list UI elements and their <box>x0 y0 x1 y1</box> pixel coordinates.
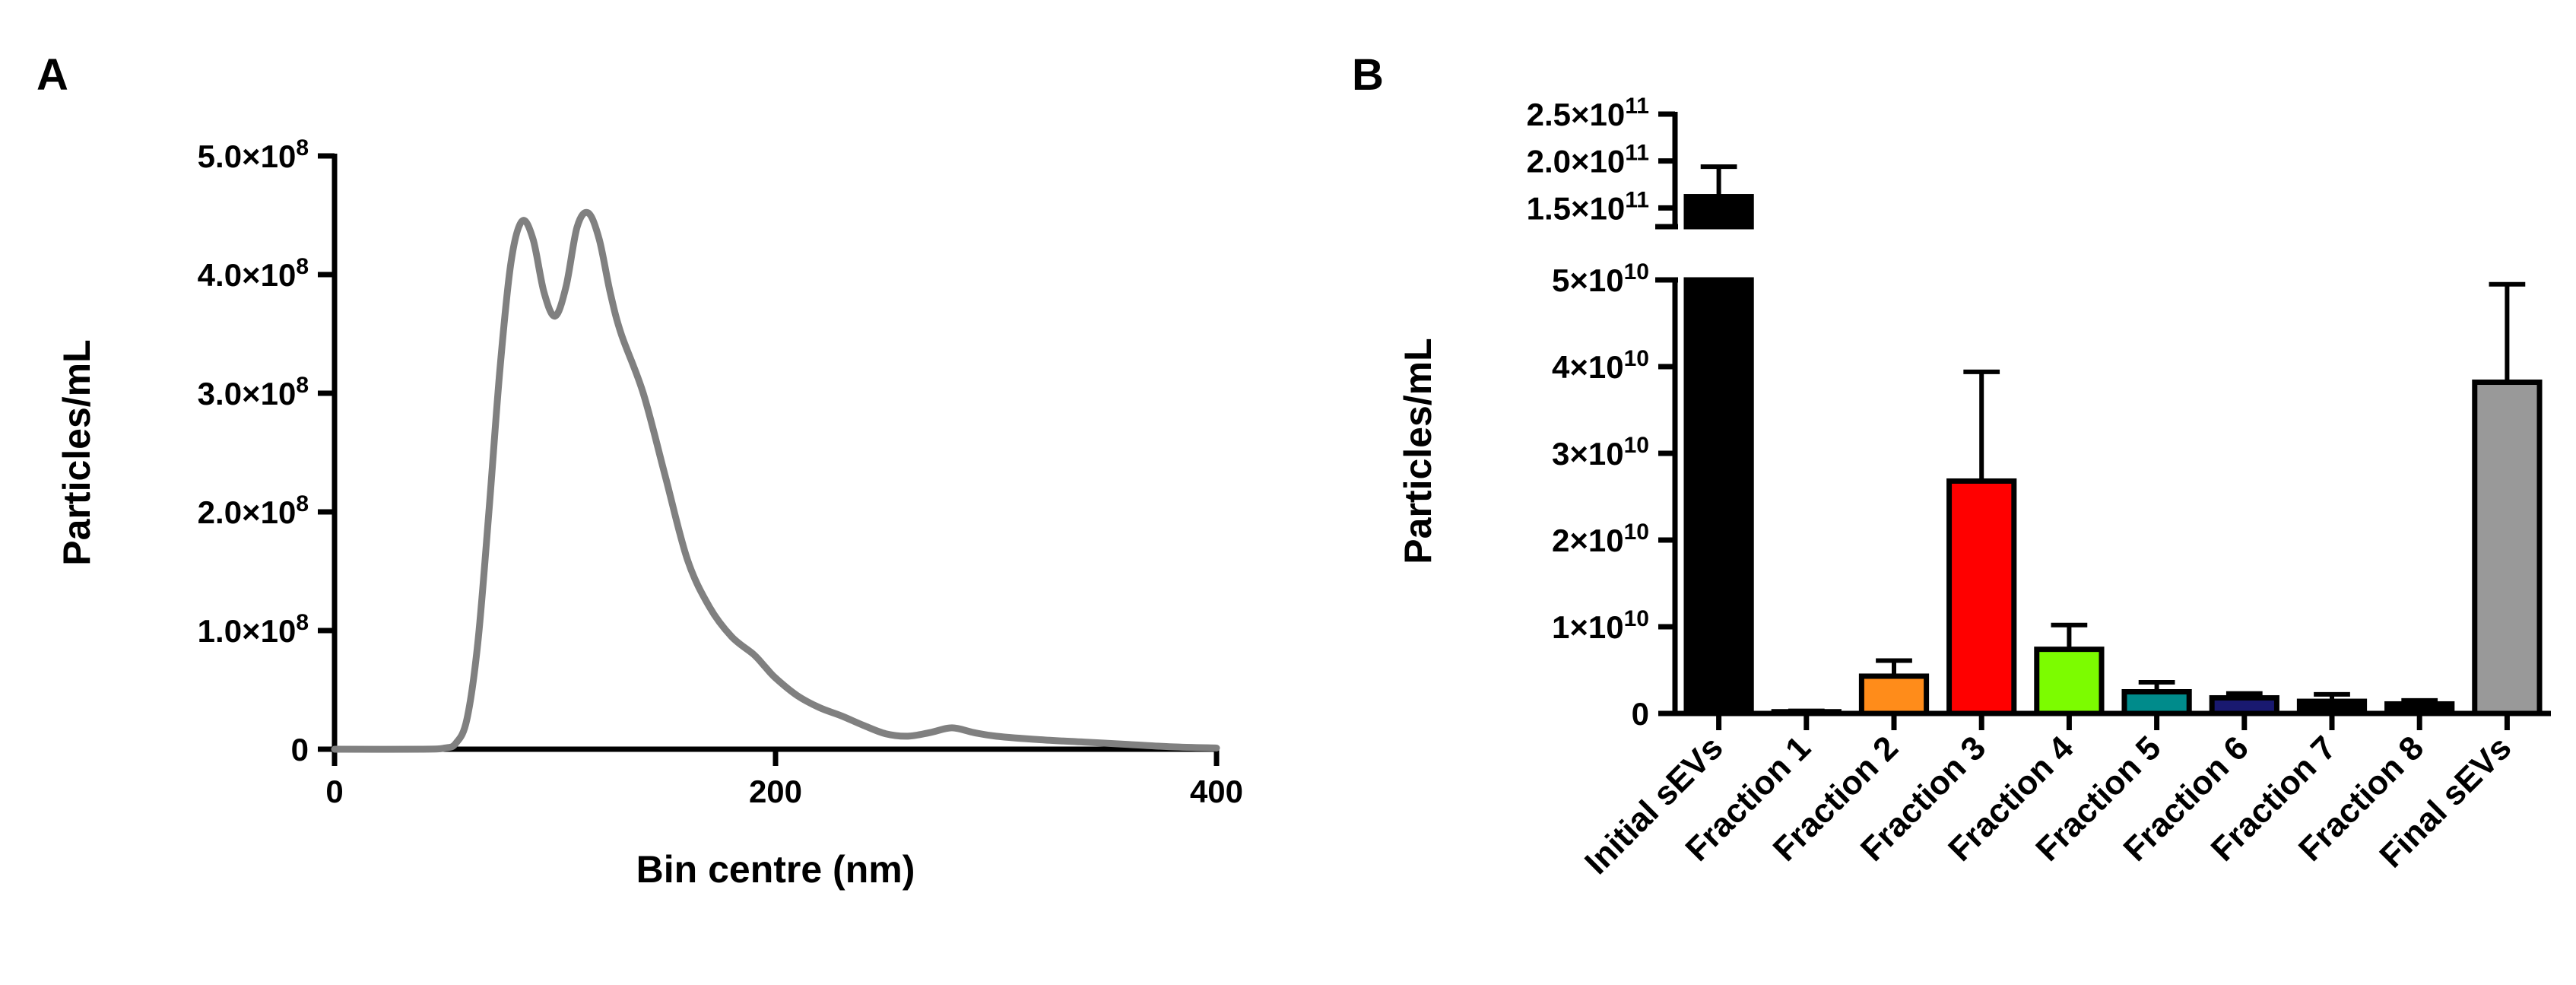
panel-b-bar <box>2034 647 2105 717</box>
panel-b-y-tick-label-upper: 2.5×1011 <box>1527 94 1649 132</box>
panel-a-x-tick-label: 0 <box>325 774 343 809</box>
panel-b-y-tick-label: 0 <box>1632 696 1649 732</box>
panel-b-bar <box>1946 478 2017 717</box>
panel-b-bar <box>1683 277 1754 717</box>
panel-b-bar <box>1858 673 1930 717</box>
panel-a-x-tick-label: 200 <box>749 774 802 809</box>
panel-a-y-axis-title: Particles/mL <box>56 339 98 565</box>
panel-b-y-tick-label: 3×1010 <box>1552 433 1649 472</box>
panel-b-error-bars <box>1700 164 2526 713</box>
panel-a-y-tick-label: 5.0×108 <box>198 135 309 174</box>
panel-a-y-tick-label: 1.0×108 <box>198 610 309 649</box>
panel-a-y-tick-label: 0 <box>291 732 309 767</box>
panel-b-bar <box>2384 701 2455 717</box>
panel-a-x-axis-title: Bin centre (nm) <box>636 848 915 891</box>
panel-a-y-ticks: 0 1.0×108 2.0×108 3.0×108 4.0×108 5.0×108 <box>198 135 335 767</box>
panel-a-y-tick-label: 4.0×108 <box>198 254 309 293</box>
panel-b-y-tick-label: 5×1010 <box>1552 259 1649 298</box>
panel-a-label: A <box>36 50 68 100</box>
panel-b-y-tick-label: 2×1010 <box>1552 520 1649 558</box>
panel-b-bar <box>2472 380 2543 717</box>
panel-b-y-ticks: 0 1×1010 2×1010 3×1010 4×1010 5×1010 1.5×1011 2… <box>1527 94 1675 732</box>
panel-a-x-tick-label: 400 <box>1190 774 1243 809</box>
panel-b-y-tick-label-upper: 2.0×1011 <box>1527 141 1649 180</box>
panel-a-x-ticks: 0 200 400 <box>325 749 1243 809</box>
panel-b-label: B <box>1352 50 1384 100</box>
panel-b-bars <box>1683 194 2543 717</box>
panel-b-y-tick-label-upper: 1.5×1011 <box>1527 187 1649 226</box>
panel-b-axes <box>1655 112 2551 717</box>
panel-b-chart: B 0 1×1010 2×1010 3×1010 4×1010 5×1010 1.5×101… <box>1352 50 2551 882</box>
panel-b-bar <box>2209 694 2279 717</box>
panel-a-chart: A 0 1.0×108 2.0×108 3.0×108 4.0×108 5.0×108 0… <box>36 50 1243 891</box>
panel-b-y-tick-label: 1×1010 <box>1552 606 1649 645</box>
panel-b-bar <box>2121 689 2192 717</box>
panel-b-bar-upper <box>1683 194 1754 230</box>
panel-a-series-line <box>331 208 1220 753</box>
panel-a-y-tick-label: 2.0×108 <box>198 491 309 530</box>
panel-b-y-axis-title: Particles/mL <box>1397 338 1439 564</box>
panel-b-y-tick-label: 4×1010 <box>1552 346 1649 385</box>
panel-b-bar <box>2296 698 2368 717</box>
panel-a-y-tick-label: 3.0×108 <box>198 373 309 411</box>
